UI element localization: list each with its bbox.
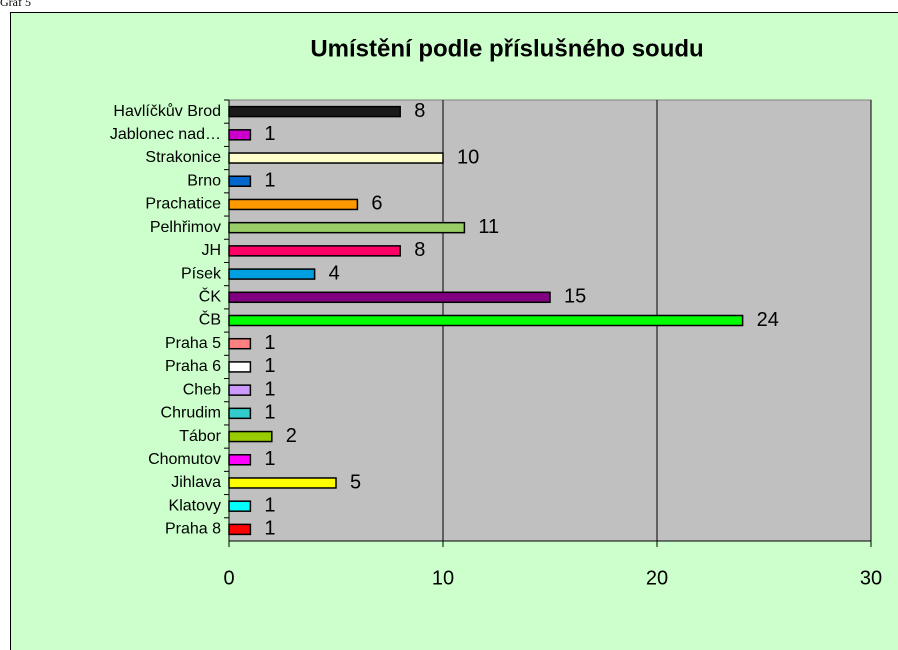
data-label: 1 [264, 170, 275, 192]
bar [228, 129, 252, 141]
y-tick-label: ČB [199, 310, 221, 329]
data-label: 1 [264, 518, 275, 540]
y-tick-label: Praha 5 [165, 335, 221, 352]
bar [228, 477, 337, 489]
bar [228, 105, 401, 118]
data-label: 8 [414, 239, 425, 261]
y-tick-label: Havlíčkův Brod [113, 102, 221, 120]
y-tick-label: Strakonice [145, 149, 221, 166]
bar [228, 361, 252, 373]
x-tick-label: 20 [646, 567, 668, 589]
data-label: 4 [329, 262, 340, 284]
data-label: 1 [264, 448, 275, 470]
bar [228, 245, 401, 257]
data-label: 1 [264, 123, 275, 145]
data-label: 10 [457, 146, 479, 168]
bar [228, 337, 252, 350]
bar [228, 291, 551, 304]
bar [228, 221, 466, 234]
y-tick-label: Praha 6 [165, 358, 221, 375]
y-tick-label: JH [201, 242, 221, 259]
bar [228, 175, 252, 187]
y-tick-label: Chomutov [148, 451, 221, 468]
y-tick-label: Pelhřimov [150, 219, 221, 236]
y-tick-label: Brno [187, 172, 221, 189]
x-tick-label: 0 [223, 567, 234, 589]
bar [228, 430, 273, 443]
data-label: 11 [478, 216, 499, 238]
bar [228, 198, 359, 211]
y-tick-label: Jihlava [171, 474, 221, 491]
data-label: 5 [350, 471, 361, 493]
y-tick-label: Cheb [183, 381, 221, 398]
y-tick-label: Písek [181, 265, 222, 282]
data-label: 8 [414, 100, 425, 122]
bar [228, 407, 252, 420]
bar [228, 314, 744, 327]
data-label: 1 [264, 494, 275, 516]
data-label: 6 [371, 193, 382, 215]
data-label: 24 [757, 309, 779, 331]
y-tick-label: Praha 8 [165, 521, 221, 538]
x-tick-label: 30 [860, 567, 882, 589]
y-tick-label: Chrudim [161, 405, 221, 422]
bar [228, 500, 252, 512]
data-label: 2 [286, 425, 297, 447]
y-tick-label: Tábor [179, 428, 221, 445]
y-tick-label: Klatovy [169, 497, 221, 514]
data-label: 15 [564, 286, 586, 308]
data-label: 1 [264, 378, 275, 400]
x-tick-label: 10 [432, 567, 454, 589]
data-label: 1 [264, 355, 275, 377]
data-label: 1 [264, 332, 275, 354]
y-tick-label: ČK [199, 287, 222, 306]
caption: Graf 5 [0, 0, 31, 9]
chart-title: Umístění podle příslušného soudu [310, 35, 703, 62]
bar [228, 152, 444, 164]
y-tick-label: Jablonec nad… [110, 126, 221, 143]
bar [228, 523, 252, 536]
bar [228, 384, 252, 396]
bar [228, 454, 252, 466]
data-label: 1 [264, 402, 275, 424]
y-tick-label: Prachatice [145, 196, 221, 213]
bar [228, 268, 316, 280]
